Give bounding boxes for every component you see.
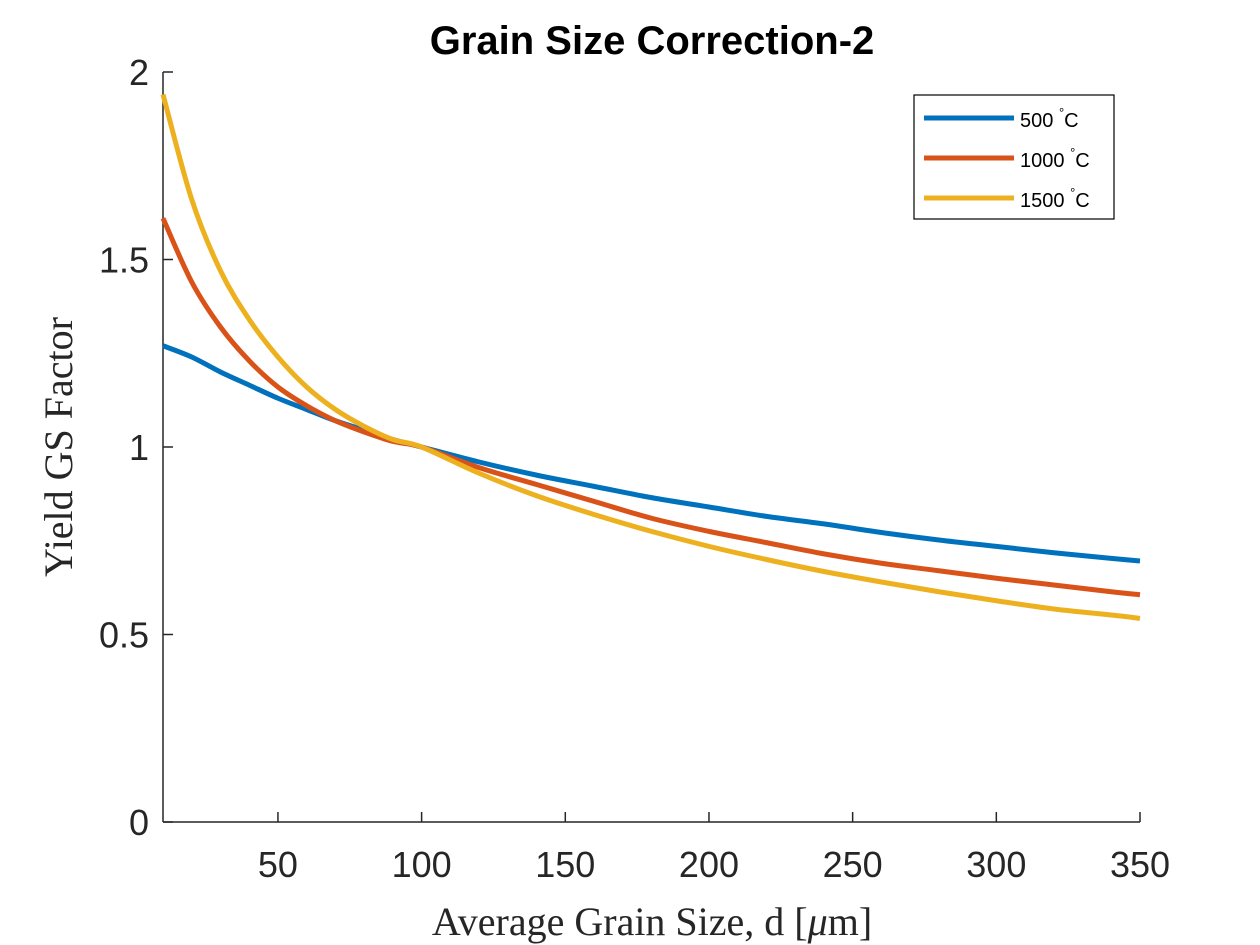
x-tick-label: 300 (966, 844, 1026, 885)
x-tick-label: 50 (258, 844, 298, 885)
series-line-1500 (160, 93, 1141, 621)
x-axis-title: Average Grain Size, d [μm] (432, 899, 872, 944)
y-axis-title: Yield GS Factor (36, 317, 81, 577)
legend-entry-label: 1500 °C (1020, 185, 1090, 212)
plot-area: 50 100 150 200 250 300 350 0 0.5 1 1.5 2 (99, 52, 1170, 885)
y-tick-label: 0.5 (99, 615, 149, 656)
y-tick-label: 1.5 (99, 240, 149, 281)
x-tick-label: 150 (535, 844, 595, 885)
legend: 500 °C 1000 °C 1500 °C (913, 94, 1115, 220)
y-tick-label: 2 (129, 52, 149, 93)
y-tick-label: 0 (129, 802, 149, 843)
x-tick-label: 350 (1110, 844, 1170, 885)
chart-title: Grain Size Correction-2 (430, 19, 875, 63)
legend-entry-label: 1000 °C (1020, 145, 1090, 172)
series-line-1000 (160, 217, 1141, 598)
series-line-500 (162, 343, 1141, 564)
x-tick-label: 100 (392, 844, 452, 885)
y-tick-label: 1 (129, 427, 149, 468)
x-tick-label: 200 (679, 844, 739, 885)
x-tick-label: 250 (823, 844, 883, 885)
legend-entry-label: 500 °C (1020, 105, 1079, 132)
